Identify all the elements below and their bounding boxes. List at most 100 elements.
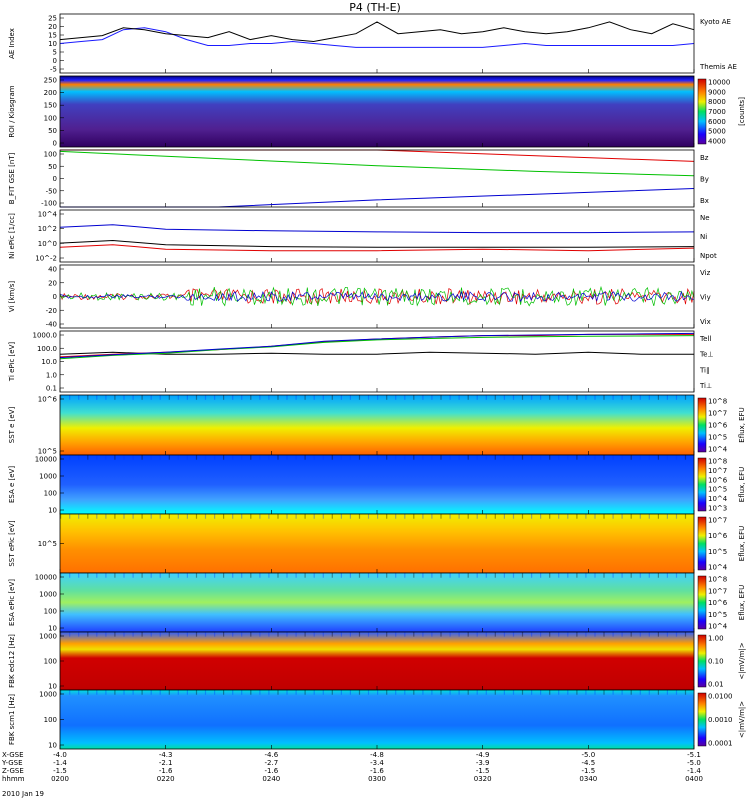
esa_e-stripe — [105, 455, 107, 460]
sst_i-stripe — [422, 514, 424, 519]
fbk_b-stripe — [675, 632, 678, 637]
sst_e-stripe — [603, 395, 605, 400]
sst_e-stripe — [114, 395, 116, 400]
sst_e-stripe — [386, 395, 388, 400]
ti-legend-Tell: Tell — [699, 335, 711, 343]
sst_i-stripe — [485, 514, 487, 519]
esa_i-stripe — [531, 573, 533, 578]
sst_e-stripe — [60, 395, 62, 400]
ni-series-Npot — [59, 224, 695, 234]
fbk_b-stripe — [540, 632, 542, 637]
ni-legend-Npot: Npot — [700, 252, 717, 260]
fbk_b2-stripe — [512, 690, 515, 695]
xrow-label-Z-GSE: Z-GSE — [2, 767, 24, 775]
esa_i-stripe — [168, 573, 170, 578]
sst_i-stripe — [576, 514, 578, 519]
ti-series-Tell — [59, 351, 694, 355]
esa_e-stripe — [132, 455, 134, 460]
sst_e-stripe — [250, 395, 252, 400]
esa_i-stripe — [96, 573, 98, 578]
sst_i-stripe — [105, 514, 107, 519]
sst_e-stripe — [576, 395, 578, 400]
fbk_b-stripe — [177, 632, 179, 637]
esa_i-stripe — [150, 573, 152, 578]
esa_e-stripe — [186, 455, 188, 460]
vi-ytick-label: 40 — [48, 266, 57, 274]
xrow-value: 0300 — [368, 775, 386, 783]
esa_i-stripe — [684, 573, 687, 578]
bfit-frame — [59, 149, 695, 208]
fbk_b2-stripe — [159, 690, 161, 695]
fbk_b-stripe — [105, 632, 107, 637]
ni-legend-Ne: Ne — [700, 214, 710, 222]
esa_e-stripe — [576, 455, 578, 460]
esa_e-stripe — [259, 455, 261, 460]
fbk_b2-stripe — [250, 690, 252, 695]
bfit-legend-By: By — [700, 176, 709, 184]
esa_e-ytick-label: 1000 — [39, 473, 57, 481]
fbk_b2-stripe — [340, 690, 342, 695]
kiosk-background — [60, 76, 694, 147]
fbk_b-stripe — [69, 632, 71, 637]
esa_e-stripe — [349, 455, 351, 460]
date-label: 2010 Jan 19 — [2, 790, 44, 798]
bfit-ytick-label: 50 — [48, 163, 57, 171]
sst_e-stripe — [150, 395, 152, 400]
esa_i-stripe — [648, 573, 650, 578]
esa_e-stripe — [666, 455, 668, 460]
esa_e-stripe — [684, 455, 687, 460]
ti-legend-Ti∥: Ti∥ — [699, 366, 710, 374]
fbk_b-stripe — [241, 632, 243, 637]
esa_i-stripe — [60, 573, 62, 578]
fbk_b-stripe — [141, 632, 143, 637]
esa_i-stripe — [87, 573, 89, 578]
sst_e-stripe — [531, 395, 533, 400]
ae-ytick-label: 20 — [48, 23, 57, 31]
sst_e-stripe — [630, 395, 632, 400]
fbk_b2-stripe — [87, 690, 89, 695]
esa_i-stripe — [449, 573, 451, 578]
fbk_b2-stripe — [295, 690, 297, 695]
fbk_b-ytick-label: 1000 — [39, 633, 57, 641]
fbk_b-stripe — [250, 632, 252, 637]
esa_i-stripe — [612, 573, 614, 578]
fbk_b-stripe — [268, 632, 270, 637]
sst_i-stripe — [250, 514, 252, 519]
esa_i-colorbar-tick: 10^5 — [708, 611, 727, 619]
sst_i-stripe — [458, 514, 460, 519]
fbk_b2-stripe — [177, 690, 179, 695]
sst_i-stripe — [512, 514, 515, 519]
fbk_b2-stripe — [277, 690, 279, 695]
sst_i-stripe — [603, 514, 605, 519]
esa_i-stripe — [313, 573, 315, 578]
fbk_b2-stripe — [648, 690, 650, 695]
esa_i-stripe — [540, 573, 542, 578]
sst_i-stripe — [114, 514, 116, 519]
esa_e-stripe — [467, 455, 469, 460]
sst_i-stripe — [612, 514, 614, 519]
esa_i-stripe — [675, 573, 678, 578]
fbk_b2-stripe — [214, 690, 216, 695]
kiosk-ytick-label: 0 — [53, 140, 57, 148]
xrow-value: -1.6 — [370, 767, 384, 775]
fbk_b2-stripe — [358, 690, 361, 695]
sst_i-stripe — [340, 514, 342, 519]
esa_i-ylabel: ESA ePic [eV] — [8, 579, 16, 626]
esa_e-stripe — [87, 455, 89, 460]
sst_i-stripe — [367, 514, 370, 519]
esa_e-stripe — [150, 455, 152, 460]
esa_i-stripe — [621, 573, 623, 578]
esa_e-stripe — [603, 455, 605, 460]
esa_i-ytick-label: 10 — [48, 625, 57, 633]
sst_e-stripe — [413, 395, 415, 400]
esa_i-stripe — [286, 573, 288, 578]
fbk_b-stripe — [603, 632, 605, 637]
esa_e-stripe — [78, 455, 80, 460]
xrow-value: 0200 — [51, 775, 69, 783]
sst_e-stripe — [485, 395, 487, 400]
xrow-value: -3.9 — [476, 759, 490, 767]
bfit-ytick-label: 100 — [44, 151, 57, 159]
fbk_b2-stripe — [331, 690, 333, 695]
esa_e-stripe — [531, 455, 533, 460]
